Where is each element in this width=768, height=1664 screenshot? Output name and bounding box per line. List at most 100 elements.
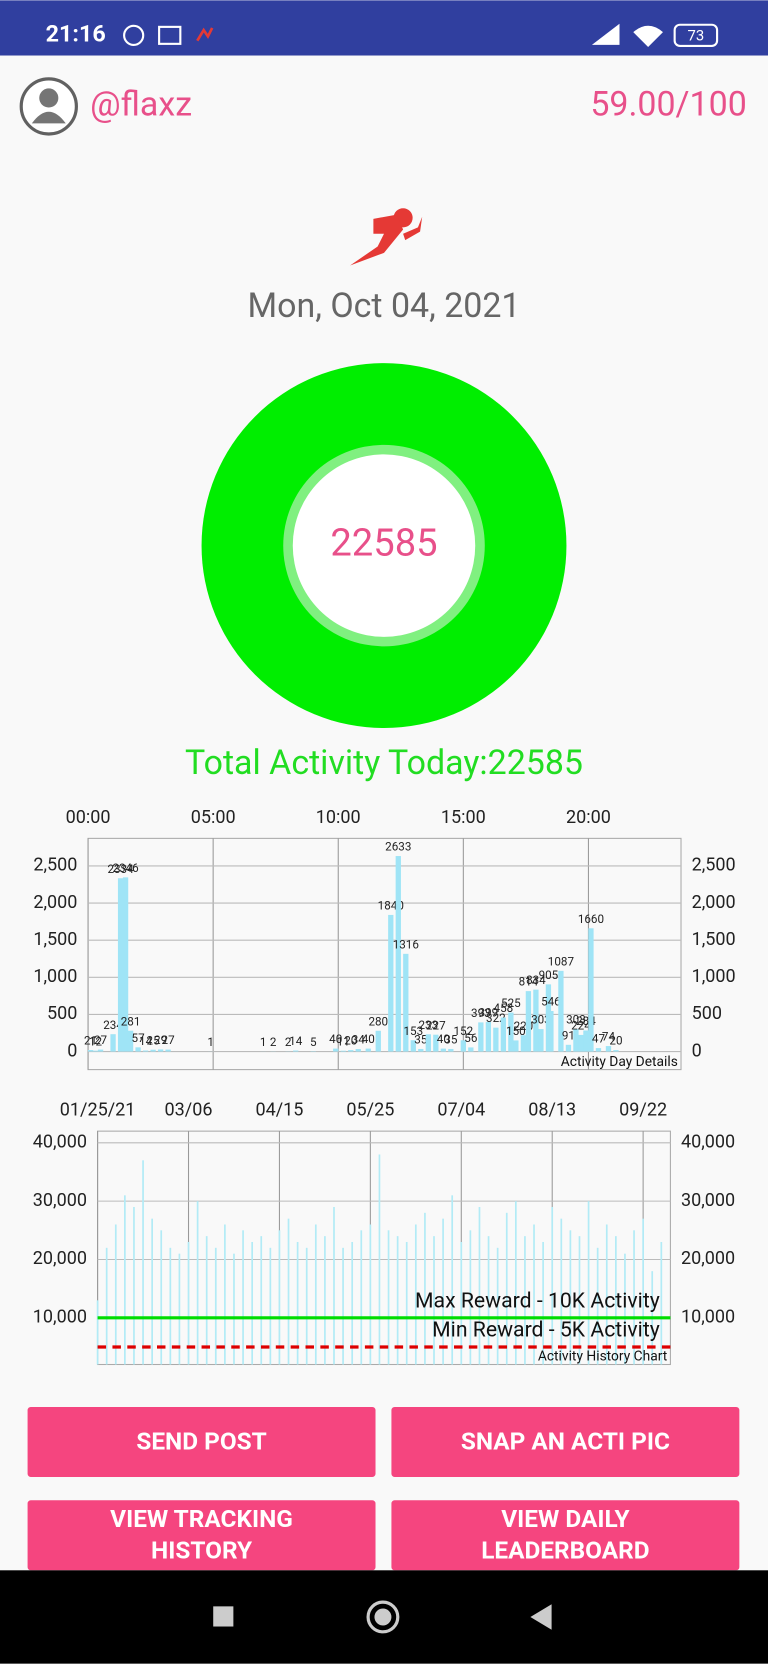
wifi-icon — [633, 25, 663, 48]
x-tick-label: 04/15 — [255, 1100, 303, 1121]
nav-back[interactable] — [530, 1604, 552, 1630]
bar — [578, 1034, 584, 1052]
y-tick-label: 30,000 — [33, 1190, 87, 1211]
bar — [405, 1241, 408, 1365]
bar — [224, 1224, 226, 1365]
nav-home[interactable] — [366, 1600, 400, 1634]
y-tick-label: 500 — [47, 1003, 77, 1024]
data-label: 12 — [89, 1034, 103, 1048]
bar — [127, 1030, 134, 1052]
y2-tick-label: 1,000 — [692, 966, 736, 987]
total-activity: Total Activity Today:22585 — [185, 744, 583, 783]
data-label: 2346 — [112, 861, 138, 875]
bar — [92, 1050, 99, 1052]
data-label: 546 — [541, 995, 561, 1009]
bar — [117, 878, 124, 1052]
reference-label: Max Reward - 10K Activity — [415, 1289, 660, 1314]
data-label: 153 — [403, 1024, 423, 1038]
reference-label: Min Reward - 5K Activity — [432, 1318, 660, 1343]
nav-recent[interactable] — [213, 1606, 234, 1627]
data-label: 814 — [519, 975, 539, 989]
bar — [96, 1300, 99, 1365]
y2-tick-label: 10,000 — [681, 1307, 735, 1328]
data-label: 57 — [132, 1031, 146, 1045]
x-tick-label: 01/25/21 — [60, 1100, 136, 1121]
bar — [569, 1230, 572, 1365]
bar — [613, 1050, 619, 1052]
date: Mon, Oct 04, 2021 — [248, 287, 521, 326]
data-label: 303 — [566, 1013, 586, 1027]
bar — [396, 1236, 399, 1365]
bar — [378, 1154, 381, 1365]
y-tick-label: 40,000 — [33, 1132, 87, 1153]
data-label: 834 — [526, 973, 546, 987]
bar — [187, 1241, 190, 1365]
bar — [433, 1034, 439, 1052]
x-tick-label: 05:00 — [191, 807, 236, 828]
bar — [178, 1253, 181, 1365]
bar — [451, 1195, 454, 1365]
button[interactable] — [27, 1406, 376, 1477]
bar — [642, 1218, 644, 1365]
button-label: VIEW TRACKING — [110, 1504, 293, 1533]
y2-tick-label: 20,000 — [681, 1248, 735, 1269]
bar — [548, 1011, 554, 1052]
bar — [105, 1247, 108, 1365]
bar — [348, 1050, 354, 1052]
ring-center — [292, 454, 476, 637]
data-label: 91 — [562, 1028, 575, 1042]
data-label: 1 — [207, 1035, 214, 1049]
bar — [360, 1230, 363, 1365]
y-tick-label: 0 — [67, 1040, 77, 1061]
bar — [160, 1230, 163, 1365]
x-tick-label: 09/22 — [619, 1100, 667, 1121]
bar — [533, 989, 539, 1052]
bar — [605, 1224, 608, 1365]
button-label: LEADERBOARD — [481, 1536, 649, 1565]
bar — [493, 1027, 499, 1052]
status-runner-icon — [196, 27, 214, 42]
data-label: 27 — [94, 1033, 108, 1047]
bar — [514, 1201, 517, 1365]
bar — [114, 1224, 117, 1365]
bar — [615, 1236, 617, 1365]
bar — [440, 1048, 446, 1052]
data-label: 74 — [602, 1030, 616, 1044]
button[interactable] — [391, 1500, 740, 1571]
bar — [122, 877, 129, 1052]
bar — [513, 1040, 519, 1052]
bar — [403, 953, 409, 1052]
bar — [142, 1160, 144, 1365]
y2-tick-label: 0 — [692, 1040, 702, 1061]
bar — [133, 1206, 135, 1365]
bar — [333, 1206, 335, 1365]
bar — [460, 1241, 463, 1365]
bar — [505, 1212, 508, 1365]
bar — [342, 1247, 344, 1365]
data-label: 393 — [471, 1006, 491, 1020]
x-tick-label: 05/25 — [346, 1100, 394, 1121]
bar — [558, 970, 564, 1052]
bar — [425, 1034, 431, 1052]
bar — [551, 1206, 554, 1365]
data-label: 21 — [84, 1034, 97, 1048]
button-label: SEND POST — [136, 1426, 266, 1455]
button[interactable] — [27, 1500, 376, 1571]
bar — [487, 1236, 490, 1365]
bar — [293, 1050, 299, 1052]
y-tick-label: 10,000 — [33, 1307, 87, 1328]
score: 59.00/100 — [590, 85, 746, 124]
bar — [165, 1049, 171, 1052]
data-label: 47 — [592, 1032, 606, 1046]
y2-tick-label: 2,000 — [692, 892, 736, 913]
bar — [214, 1247, 217, 1365]
chart-annotation: Activity History Chart — [538, 1349, 668, 1365]
bar — [588, 928, 594, 1052]
button[interactable] — [391, 1406, 740, 1477]
bar — [460, 1040, 466, 1052]
data-label: 458 — [494, 1001, 514, 1015]
data-label: 152 — [454, 1024, 474, 1038]
data-label: 1660 — [578, 912, 604, 926]
data-label: 525 — [501, 996, 521, 1010]
